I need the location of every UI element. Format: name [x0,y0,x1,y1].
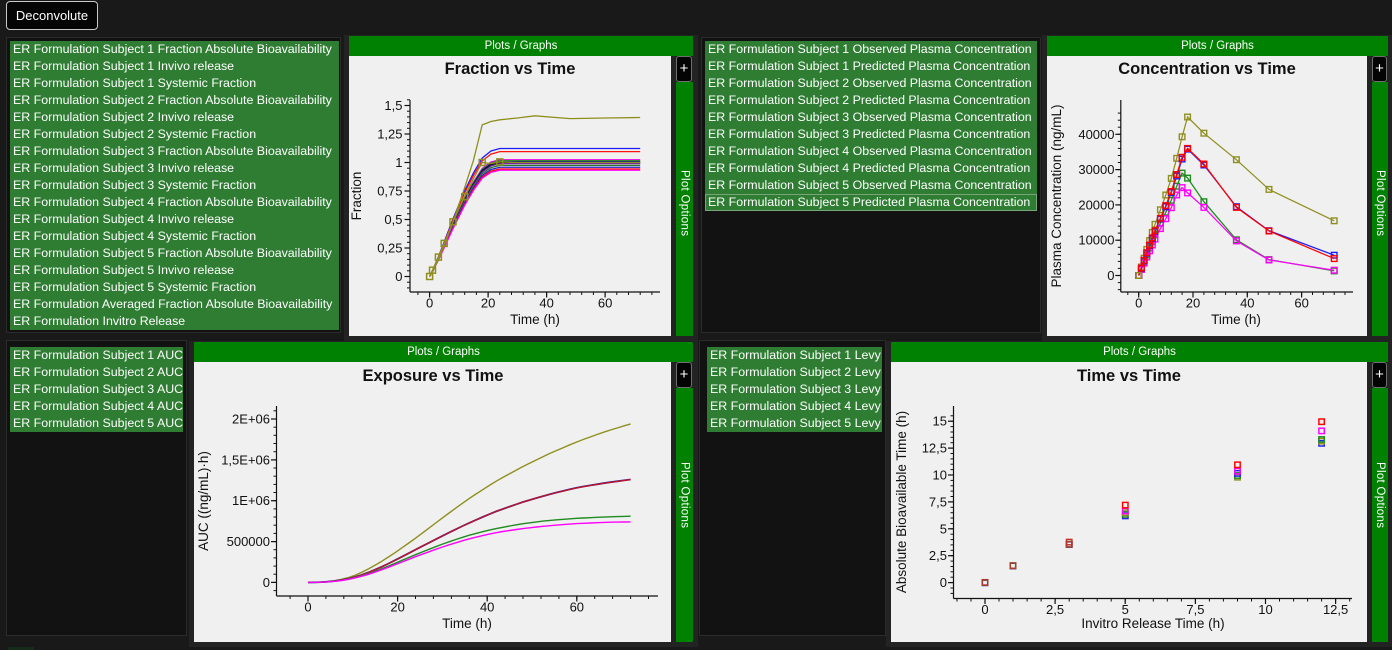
svg-text:60: 60 [1294,296,1308,311]
svg-text:0: 0 [263,575,270,590]
svg-text:Fraction vs Time: Fraction vs Time [445,60,576,78]
svg-text:Exposure vs Time: Exposure vs Time [363,367,504,385]
svg-text:0: 0 [1135,296,1142,311]
svg-text:0: 0 [981,602,988,617]
svg-text:1,5E+06: 1,5E+06 [221,452,270,467]
svg-text:40: 40 [1240,296,1254,311]
svg-text:10000: 10000 [1078,233,1114,248]
svg-text:20000: 20000 [1078,197,1114,212]
svg-text:Time (h): Time (h) [510,312,560,327]
svg-text:0,5: 0,5 [384,212,402,227]
svg-text:0: 0 [304,600,311,615]
svg-text:0,25: 0,25 [377,241,402,256]
svg-text:Time (h): Time (h) [442,616,492,631]
svg-text:2E+06: 2E+06 [232,412,270,427]
svg-text:0: 0 [395,269,402,284]
svg-text:30000: 30000 [1078,162,1114,177]
svg-text:20: 20 [1186,296,1200,311]
svg-text:20: 20 [481,296,495,311]
svg-text:1E+06: 1E+06 [232,493,270,508]
svg-text:Concentration vs Time: Concentration vs Time [1118,60,1296,78]
svg-text:12,5: 12,5 [1323,602,1348,617]
svg-text:0,75: 0,75 [377,184,402,199]
svg-text:2,5: 2,5 [929,548,947,563]
svg-text:5: 5 [940,521,947,536]
svg-text:15: 15 [933,414,947,429]
svg-text:Invitro Release Time (h): Invitro Release Time (h) [1081,616,1224,631]
svg-text:40000: 40000 [1078,127,1114,142]
svg-text:60: 60 [598,296,612,311]
svg-text:Time (h): Time (h) [1211,312,1261,327]
svg-text:1: 1 [395,155,402,170]
svg-text:40: 40 [539,296,553,311]
svg-text:1,5: 1,5 [384,98,402,113]
svg-text:7,5: 7,5 [929,494,947,509]
svg-text:500000: 500000 [227,534,270,549]
svg-text:40: 40 [480,600,494,615]
svg-text:Plasma Concentration (ng/mL): Plasma Concentration (ng/mL) [1049,104,1064,287]
svg-text:1,25: 1,25 [377,127,402,142]
svg-text:7,5: 7,5 [1186,602,1204,617]
svg-text:0: 0 [1107,268,1114,283]
svg-text:10: 10 [1258,602,1272,617]
svg-text:2,5: 2,5 [1046,602,1064,617]
svg-text:60: 60 [570,600,584,615]
svg-text:AUC ((ng/mL)·h): AUC ((ng/mL)·h) [196,451,211,551]
svg-text:Time vs Time: Time vs Time [1077,367,1181,385]
svg-text:0: 0 [940,575,947,590]
svg-text:12,5: 12,5 [922,441,947,456]
svg-text:5: 5 [1122,602,1129,617]
svg-text:Fraction: Fraction [349,172,364,221]
svg-text:Absolute Bioavailable Time (h): Absolute Bioavailable Time (h) [894,411,909,593]
svg-text:0: 0 [426,296,433,311]
svg-text:20: 20 [390,600,404,615]
svg-text:10: 10 [933,468,947,483]
